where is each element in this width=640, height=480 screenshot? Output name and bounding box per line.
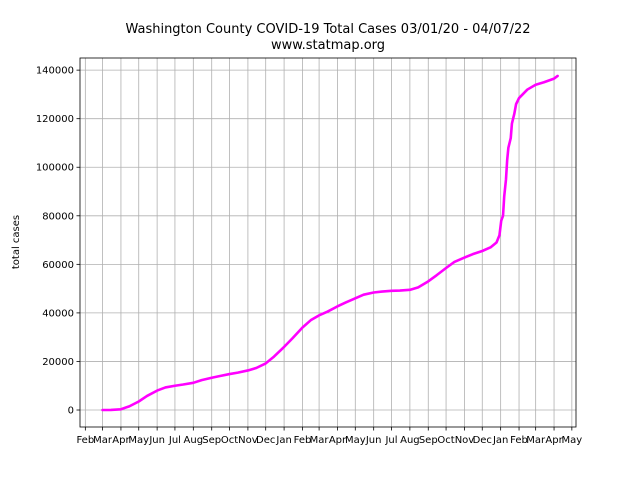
x-tick-label: Apr xyxy=(545,435,563,446)
x-tick-label: Mar xyxy=(526,435,546,446)
x-tick-label: Oct xyxy=(437,435,454,446)
x-tick-label: May xyxy=(345,435,366,446)
y-tick-label: 80000 xyxy=(42,211,74,222)
x-tick-label: Mar xyxy=(93,435,113,446)
x-tick-label: Feb xyxy=(294,435,312,446)
chart-title: Washington County COVID-19 Total Cases 0… xyxy=(125,22,530,37)
x-tick-label: Dec xyxy=(256,435,275,446)
x-tick-label: Apr xyxy=(112,435,130,446)
y-tick-label: 0 xyxy=(68,406,74,417)
plot-frame xyxy=(79,57,577,428)
y-tick-label: 60000 xyxy=(42,260,74,271)
y-tick-label: 100000 xyxy=(36,163,74,174)
x-tick-label: Feb xyxy=(76,435,94,446)
x-tick-label: Jul xyxy=(384,435,397,446)
x-tick-label: Feb xyxy=(510,435,528,446)
x-tick-label: Nov xyxy=(238,435,258,446)
x-tick-label: May xyxy=(128,435,149,446)
x-tick-label: May xyxy=(562,435,583,446)
x-tick-label: Jan xyxy=(492,435,508,446)
series-line xyxy=(101,74,559,412)
y-tick-label: 40000 xyxy=(42,308,74,319)
x-tick-label: Jun xyxy=(365,435,382,446)
x-tick-label: Jan xyxy=(275,435,291,446)
x-tick-label: Aug xyxy=(184,435,204,446)
y-tick-label: 120000 xyxy=(36,114,74,125)
grid xyxy=(80,58,576,427)
y-tick-label: 20000 xyxy=(42,357,74,368)
y-axis: 0 20000 40000 60000 80000 100000 120000 140000 xyxy=(36,66,80,417)
x-tick-label: Aug xyxy=(400,435,420,446)
x-tick-label: Jul xyxy=(168,435,181,446)
y-axis-label: total cases xyxy=(11,215,22,269)
x-tick-label: Oct xyxy=(221,435,238,446)
x-tick-label: Sep xyxy=(419,435,438,446)
chart-subtitle: www.statmap.org xyxy=(271,38,385,53)
x-tick-label: Jun xyxy=(148,435,165,446)
x-tick-label: Apr xyxy=(329,435,347,446)
x-tick-label: Sep xyxy=(202,435,221,446)
x-tick-label: Nov xyxy=(455,435,475,446)
y-tick-label: 140000 xyxy=(36,66,74,77)
x-tick-label: Dec xyxy=(473,435,492,446)
series-layer xyxy=(101,74,559,412)
x-tick-label: Mar xyxy=(310,435,330,446)
